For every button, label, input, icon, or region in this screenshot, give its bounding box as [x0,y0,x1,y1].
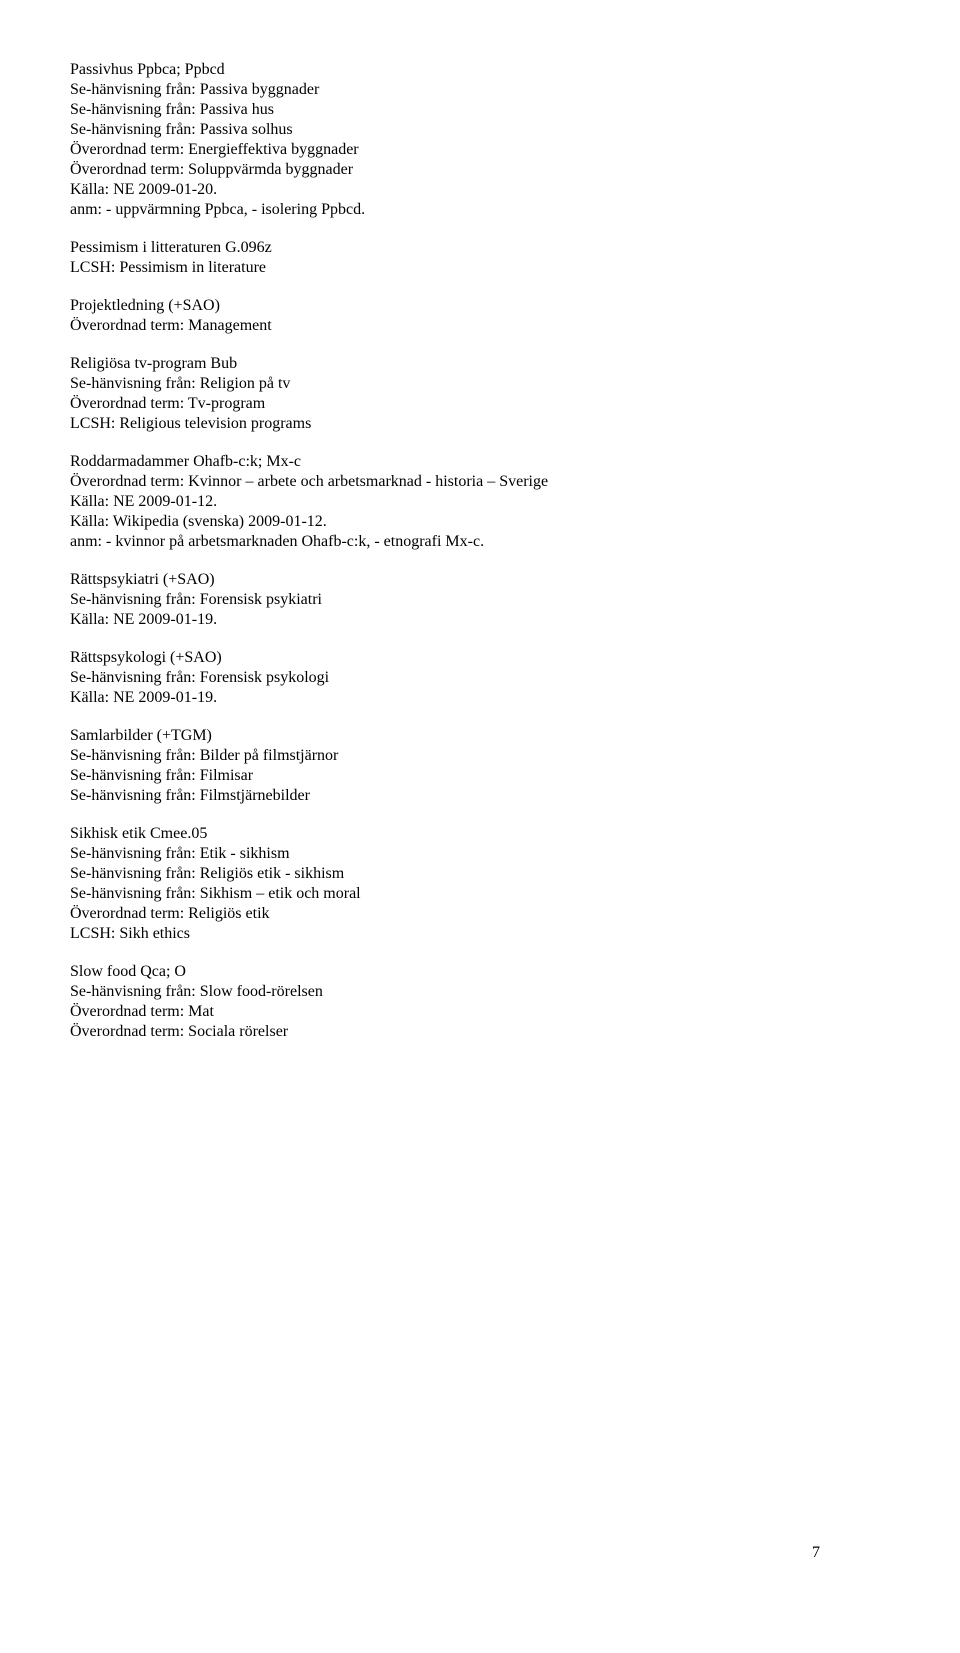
entry-line: Se-hänvisning från: Sikhism – etik och m… [70,884,890,904]
entry-line: Källa: Wikipedia (svenska) 2009-01-12. [70,512,890,532]
page-number: 7 [812,1543,820,1563]
entry: Religiösa tv-program BubSe-hänvisning fr… [70,354,890,434]
entry-line: Källa: NE 2009-01-19. [70,610,890,630]
entry-line: Källa: NE 2009-01-20. [70,180,890,200]
entry: Rättspsykiatri (+SAO)Se-hänvisning från:… [70,570,890,630]
entry-line: Rättspsykiatri (+SAO) [70,570,890,590]
entry-line: Överordnad term: Energieffektiva byggnad… [70,140,890,160]
entry-line: anm: - kvinnor på arbetsmarknaden Ohafb-… [70,532,890,552]
entry-line: Se-hänvisning från: Passiva solhus [70,120,890,140]
entry-line: Se-hänvisning från: Forensisk psykologi [70,668,890,688]
entry: Passivhus Ppbca; PpbcdSe-hänvisning från… [70,60,890,220]
entry-line: Passivhus Ppbca; Ppbcd [70,60,890,80]
entry: Projektledning (+SAO)Överordnad term: Ma… [70,296,890,336]
entry-line: Se-hänvisning från: Etik - sikhism [70,844,890,864]
entry-line: Överordnad term: Sociala rörelser [70,1022,890,1042]
entry-line: Se-hänvisning från: Filmisar [70,766,890,786]
entry-line: LCSH: Sikh ethics [70,924,890,944]
entry-line: Pessimism i litteraturen G.096z [70,238,890,258]
entry-line: Se-hänvisning från: Passiva hus [70,100,890,120]
entry-line: Rättspsykologi (+SAO) [70,648,890,668]
entry-line: Källa: NE 2009-01-19. [70,688,890,708]
entry-line: Sikhisk etik Cmee.05 [70,824,890,844]
entry-line: Samlarbilder (+TGM) [70,726,890,746]
entry-line: Överordnad term: Kvinnor – arbete och ar… [70,472,890,492]
entry: Slow food Qca; OSe-hänvisning från: Slow… [70,962,890,1042]
entry-line: LCSH: Pessimism in literature [70,258,890,278]
entry: Samlarbilder (+TGM)Se-hänvisning från: B… [70,726,890,806]
entry-line: Se-hänvisning från: Bilder på filmstjärn… [70,746,890,766]
entry: Rättspsykologi (+SAO)Se-hänvisning från:… [70,648,890,708]
entry-line: Projektledning (+SAO) [70,296,890,316]
entry-line: Slow food Qca; O [70,962,890,982]
entry-line: Källa: NE 2009-01-12. [70,492,890,512]
entry-line: Överordnad term: Soluppvärmda byggnader [70,160,890,180]
entry-line: Se-hänvisning från: Passiva byggnader [70,80,890,100]
entry-line: Överordnad term: Religiös etik [70,904,890,924]
entry-line: LCSH: Religious television programs [70,414,890,434]
entry: Pessimism i litteraturen G.096zLCSH: Pes… [70,238,890,278]
entry-line: Roddarmadammer Ohafb-c:k; Mx-c [70,452,890,472]
entry: Sikhisk etik Cmee.05Se-hänvisning från: … [70,824,890,944]
entry-line: Se-hänvisning från: Religion på tv [70,374,890,394]
entry-line: Se-hänvisning från: Religiös etik - sikh… [70,864,890,884]
entry-line: Se-hänvisning från: Filmstjärnebilder [70,786,890,806]
entry-line: Överordnad term: Mat [70,1002,890,1022]
document-body: Passivhus Ppbca; PpbcdSe-hänvisning från… [70,60,890,1042]
entry-line: Överordnad term: Tv-program [70,394,890,414]
entry-line: Överordnad term: Management [70,316,890,336]
entry: Roddarmadammer Ohafb-c:k; Mx-cÖverordnad… [70,452,890,552]
entry-line: Religiösa tv-program Bub [70,354,890,374]
entry-line: Se-hänvisning från: Forensisk psykiatri [70,590,890,610]
entry-line: Se-hänvisning från: Slow food-rörelsen [70,982,890,1002]
entry-line: anm: - uppvärmning Ppbca, - isolering Pp… [70,200,890,220]
